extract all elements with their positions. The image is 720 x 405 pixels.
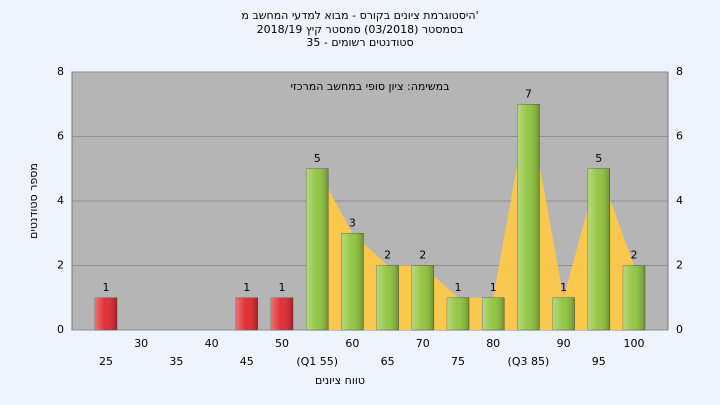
bar-shade (235, 297, 258, 330)
chart-title: היסטוגרמת ציונים בקורס - מבוא למדעי המחש… (241, 9, 478, 22)
data-label: 5 (314, 152, 321, 165)
bar-shade (341, 233, 364, 330)
y-tick-label: 2 (57, 259, 64, 272)
x-tick-label: 90 (557, 337, 571, 350)
data-label: 5 (595, 152, 602, 165)
data-label: 1 (103, 281, 110, 294)
x-tick-label: 100 (624, 337, 645, 350)
data-label: 1 (243, 281, 250, 294)
bar-shade (587, 168, 610, 330)
x-axis-label: טווח ציונים (315, 374, 365, 387)
x-tick-label: 75 (451, 355, 465, 368)
bar-shade (447, 297, 469, 330)
bar-shade (552, 297, 575, 330)
x-tick-label: 95 (592, 355, 606, 368)
bar-shade (482, 297, 505, 330)
bar-shade (95, 297, 117, 330)
y-tick-label: 6 (57, 130, 64, 143)
y2-tick-label: 8 (676, 65, 683, 78)
bar-shade (271, 297, 293, 330)
x-tick-label: 65 (381, 355, 395, 368)
y-axis-label: מספר סטודנטים (27, 163, 40, 239)
data-label: 1 (455, 281, 462, 294)
x-tick-label: (Q3 85) (508, 355, 550, 368)
bar-shade (517, 104, 540, 330)
x-tick-label: 30 (134, 337, 148, 350)
y-tick-label: 0 (57, 323, 64, 336)
data-label: 2 (631, 249, 638, 262)
x-tick-label: 50 (275, 337, 289, 350)
x-tick-label: 25 (99, 355, 113, 368)
bar-shade (411, 265, 434, 330)
y2-tick-label: 0 (676, 323, 683, 336)
x-tick-label: 40 (205, 337, 219, 350)
y2-tick-label: 2 (676, 259, 683, 272)
annotation: במשימה: ציון סופי במחשב המרכזי (290, 80, 449, 93)
y2-tick-label: 4 (676, 194, 683, 207)
data-label: 2 (419, 249, 426, 262)
bar-shade (623, 265, 645, 330)
y-tick-label: 8 (57, 65, 64, 78)
bar-shade (376, 265, 399, 330)
data-label: 1 (279, 281, 286, 294)
y-tick-label: 4 (57, 194, 64, 207)
bar-shade (306, 168, 329, 330)
chart-subtitle: בסמסטר (03/2018) סמסטר קיץ 2018/19 (257, 23, 464, 36)
x-tick-label: 80 (486, 337, 500, 350)
y2-tick-label: 6 (676, 130, 683, 143)
data-label: 3 (349, 216, 356, 229)
x-tick-label: (Q1 55) (296, 355, 338, 368)
data-label: 2 (384, 249, 391, 262)
x-tick-label: 35 (169, 355, 183, 368)
x-tick-label: 45 (240, 355, 254, 368)
plot-layer (72, 71, 668, 331)
x-tick-label: 70 (416, 337, 430, 350)
chart-subtitle: סטודנטים רשומים - 35 (306, 36, 413, 49)
data-label: 7 (525, 87, 532, 100)
data-label: 1 (490, 281, 497, 294)
data-label: 1 (560, 281, 567, 294)
x-tick-label: 60 (345, 337, 359, 350)
